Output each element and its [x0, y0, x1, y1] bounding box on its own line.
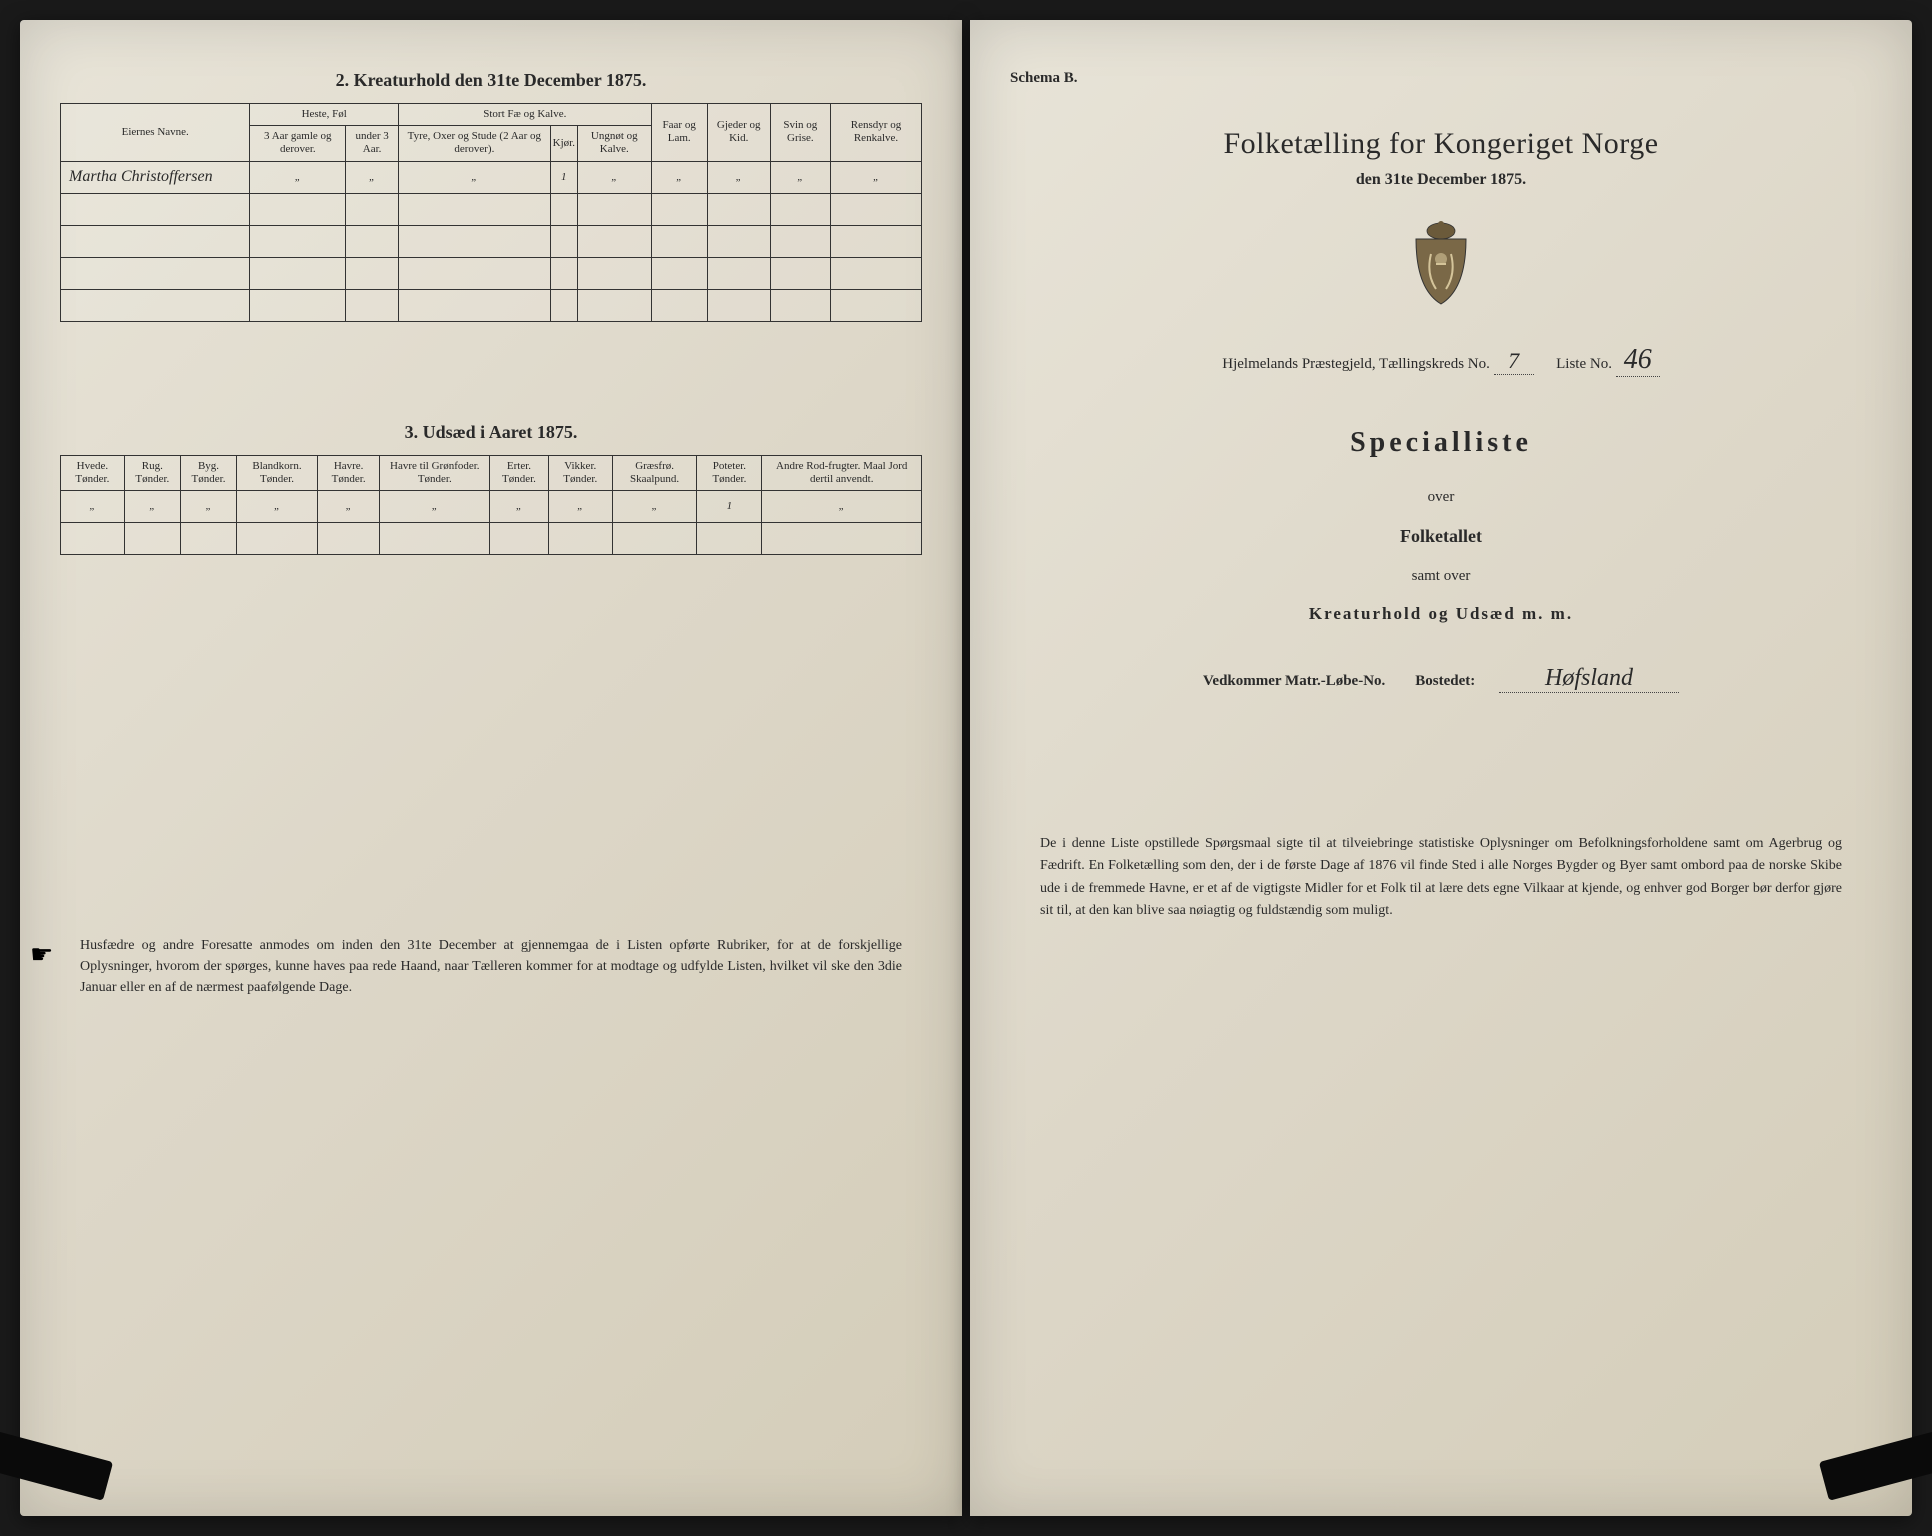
- left-page: 2. Kreaturhold den 31te December 1875. E…: [20, 20, 962, 1516]
- cell: „: [651, 161, 707, 193]
- bosted-value: Høfsland: [1499, 665, 1679, 693]
- subtitle-block: over Folketallet samt over Kreaturhold o…: [1010, 479, 1872, 635]
- cell: „: [250, 161, 346, 193]
- th-name: Eiernes Navne.: [61, 104, 250, 162]
- document-spread: 2. Kreaturhold den 31te December 1875. E…: [20, 20, 1912, 1516]
- cell: 1: [697, 490, 762, 522]
- census-date: den 31te December 1875.: [1010, 171, 1872, 189]
- archive-clip: [0, 1431, 113, 1501]
- liste-label: Liste No.: [1556, 356, 1612, 372]
- cell: „: [317, 490, 379, 522]
- th-g2b: Kjør.: [550, 126, 577, 161]
- th-group2: Stort Fæ og Kalve.: [399, 104, 652, 126]
- th: Havre til Grønfoder. Tønder.: [380, 455, 490, 490]
- cell: „: [548, 490, 612, 522]
- th-g2c: Ungnøt og Kalve.: [577, 126, 651, 161]
- pointing-hand-icon: ☛: [30, 935, 53, 974]
- table-row: [61, 289, 922, 321]
- liste-value: 46: [1616, 344, 1660, 377]
- samt-label: samt over: [1010, 558, 1872, 594]
- vedkommer-label: Vedkommer Matr.-Løbe-No.: [1203, 673, 1385, 689]
- prestegjeld-label: Hjelmelands Præstegjeld, Tællingskreds N…: [1222, 356, 1490, 372]
- section2-title: 2. Kreaturhold den 31te December 1875.: [60, 70, 922, 91]
- bosted-row: Vedkommer Matr.-Løbe-No. Bostedet: Høfsl…: [1010, 665, 1872, 693]
- cell: „: [831, 161, 922, 193]
- th: Græsfrø. Skaalpund.: [612, 455, 697, 490]
- th-c3: Faar og Lam.: [651, 104, 707, 162]
- cell: „: [399, 161, 551, 193]
- th-g2a: Tyre, Oxer og Stude (2 Aar og derover).: [399, 126, 551, 161]
- over-label: over: [1010, 479, 1872, 515]
- th: Poteter. Tønder.: [697, 455, 762, 490]
- cell: „: [180, 490, 236, 522]
- th-group1: Heste, Føl: [250, 104, 399, 126]
- cell: „: [61, 490, 125, 522]
- th: Blandkorn. Tønder.: [237, 455, 318, 490]
- cell: „: [707, 161, 770, 193]
- owner-name: Martha Christoffersen: [61, 161, 250, 193]
- th: Rug. Tønder.: [124, 455, 180, 490]
- th-c5: Svin og Grise.: [770, 104, 830, 162]
- table-row: „ „ „ „ „ „ „ „ „ 1 „: [61, 490, 922, 522]
- footnote-text: Husfædre og andre Foresatte anmodes om i…: [80, 938, 902, 995]
- cell: „: [490, 490, 548, 522]
- th: Hvede. Tønder.: [61, 455, 125, 490]
- table-row: [61, 522, 922, 554]
- cell: „: [237, 490, 318, 522]
- th: Byg. Tønder.: [180, 455, 236, 490]
- coat-of-arms-icon: [1010, 219, 1872, 314]
- cell: „: [124, 490, 180, 522]
- schema-label: Schema B.: [1010, 70, 1872, 87]
- th: Erter. Tønder.: [490, 455, 548, 490]
- table-row: [61, 193, 922, 225]
- table-row: Martha Christoffersen „ „ „ 1 „ „ „ „ „: [61, 161, 922, 193]
- th-g1a: 3 Aar gamle og derover.: [250, 126, 346, 161]
- archive-clip: [1819, 1431, 1932, 1501]
- kreaturhold-label: Kreaturhold og Udsæd m. m.: [1010, 594, 1872, 635]
- folketallet-label: Folketallet: [1010, 515, 1872, 558]
- cell: „: [762, 490, 922, 522]
- table-row: [61, 257, 922, 289]
- table-row: [61, 225, 922, 257]
- cell: „: [770, 161, 830, 193]
- right-footnote: De i denne Liste opstillede Spørgsmaal s…: [1010, 833, 1872, 923]
- left-footnote: ☛ Husfædre og andre Foresatte anmodes om…: [60, 935, 922, 998]
- location-row: Hjelmelands Præstegjeld, Tællingskreds N…: [1010, 344, 1872, 377]
- census-title: Folketælling for Kongeriget Norge: [1010, 127, 1872, 161]
- bosted-label: Bostedet:: [1415, 673, 1475, 689]
- cell: 1: [550, 161, 577, 193]
- th-c6: Rensdyr og Renkalve.: [831, 104, 922, 162]
- cell: „: [577, 161, 651, 193]
- cell: „: [380, 490, 490, 522]
- specialliste-title: Specialliste: [1010, 427, 1872, 459]
- th: Havre. Tønder.: [317, 455, 379, 490]
- kreds-value: 7: [1494, 348, 1534, 375]
- sowing-table: Hvede. Tønder. Rug. Tønder. Byg. Tønder.…: [60, 455, 922, 555]
- section3-title: 3. Udsæd i Aaret 1875.: [60, 422, 922, 443]
- th: Vikker. Tønder.: [548, 455, 612, 490]
- th-c4: Gjeder og Kid.: [707, 104, 770, 162]
- livestock-table: Eiernes Navne. Heste, Føl Stort Fæ og Ka…: [60, 103, 922, 322]
- right-page: Schema B. Folketælling for Kongeriget No…: [970, 20, 1912, 1516]
- th: Andre Rod-frugter. Maal Jord dertil anve…: [762, 455, 922, 490]
- cell: „: [346, 161, 399, 193]
- cell: „: [612, 490, 697, 522]
- th-g1b: under 3 Aar.: [346, 126, 399, 161]
